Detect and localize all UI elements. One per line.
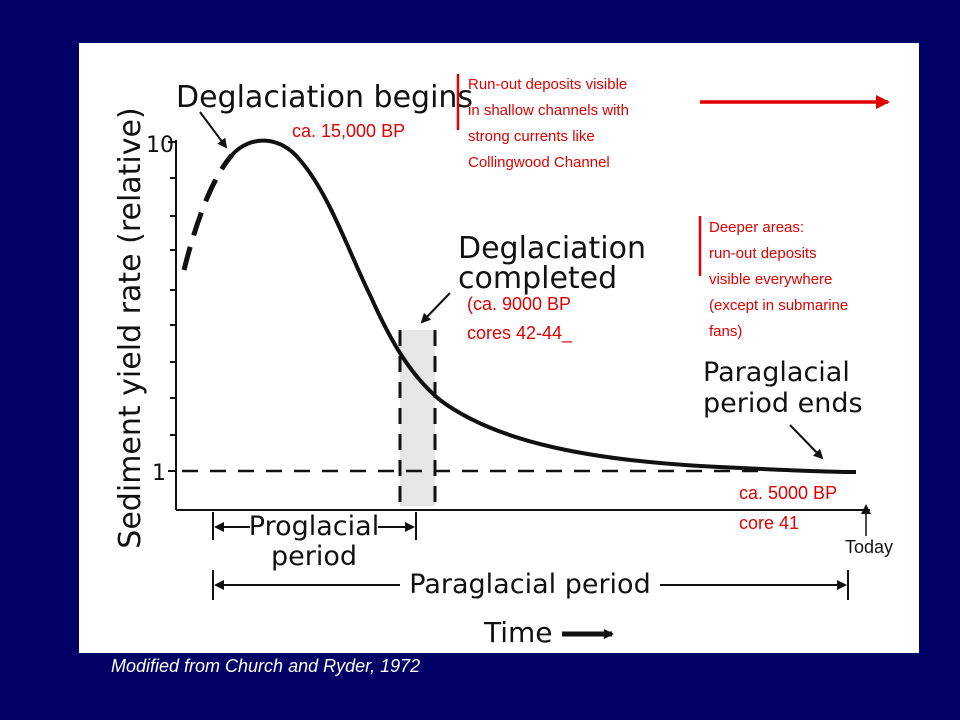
deeper-note-line-3: visible everywhere [709, 271, 832, 288]
proglacial-label-1: Proglacial [249, 511, 379, 542]
deglaciation-completed-arrow [420, 292, 451, 324]
x-axis-label: Time [483, 616, 553, 649]
proglacial-label-2: period [271, 541, 357, 572]
paraglacial-ends-label-1: Paraglacial [703, 357, 850, 388]
deglaciation-completed-label-1: Deglaciation [458, 231, 646, 266]
y-axis-ticks [168, 141, 176, 472]
paraglacial-ends-arrow [789, 424, 824, 460]
runout-note-line-3: strong currents like [468, 128, 595, 145]
ca-5000-bp-line-2: core 41 [739, 513, 799, 533]
deeper-note-line-1: Deeper areas: [709, 219, 804, 236]
ca-15000-bp-label: ca. 15,000 BP [292, 121, 405, 141]
deglaciation-completed-band [400, 330, 435, 506]
paraglacial-period-label: Paraglacial period [409, 569, 650, 600]
ca-9000-bp-line-1: (ca. 9000 BP [467, 294, 571, 314]
ca-9000-bp-line-2: cores 42-44_ [467, 323, 573, 344]
deglaciation-begins-label: Deglaciation begins [176, 80, 473, 115]
curve-dashed-rise [181, 153, 234, 271]
y-tick-label-10: 10 [146, 133, 174, 158]
y-tick-label-1: 1 [152, 461, 166, 486]
deeper-note-line-2: run-out deposits [709, 245, 817, 262]
curve-solid-decline [230, 138, 857, 474]
deglaciation-completed-label-2: completed [458, 261, 617, 296]
runout-note-line-4: Collingwood Channel [468, 154, 610, 171]
y-axis-label: Sediment yield rate (relative) [113, 107, 148, 548]
runout-note-line-1: Run-out deposits visible [468, 76, 627, 93]
source-caption: Modified from Church and Ryder, 1972 [111, 656, 421, 676]
runout-note-line-2: in shallow channels with [468, 102, 629, 119]
ca-5000-bp-line-1: ca. 5000 BP [739, 483, 837, 503]
deeper-note-line-5: fans) [709, 323, 742, 340]
paraglacial-ends-label-2: period ends [703, 388, 863, 419]
today-label: Today [845, 537, 893, 557]
deeper-note-line-4: (except in submarine [709, 297, 848, 314]
deglaciation-begins-arrow [199, 111, 228, 149]
